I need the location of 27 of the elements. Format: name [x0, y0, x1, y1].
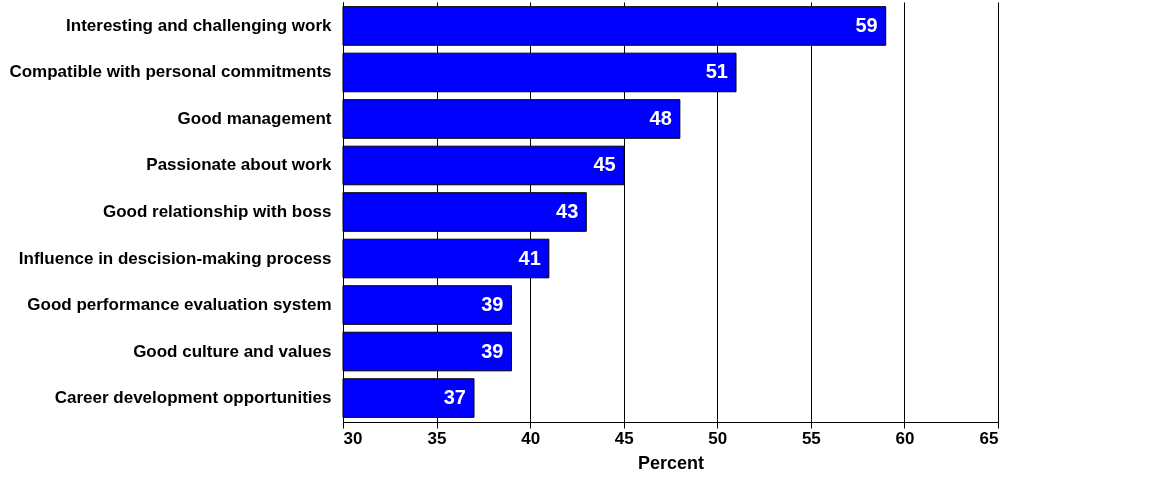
data-label: 41 [518, 246, 541, 269]
y-tick-label: Compatible with personal commitments [9, 62, 332, 82]
y-tick-label: Good performance evaluation system [27, 295, 332, 315]
y-tick-label: Passionate about work [146, 155, 333, 175]
y-tick-label: Good culture and values [133, 341, 332, 361]
x-tick-label: 50 [708, 428, 728, 448]
y-tick-label: Influence in descision-making process [18, 248, 332, 268]
x-tick-label: 55 [801, 428, 821, 448]
data-label: 39 [481, 293, 504, 316]
y-tick-label: Good management [177, 108, 332, 128]
data-label: 43 [556, 200, 579, 222]
y-tick-label: Career development opportunities [54, 388, 332, 408]
y-tick-label: Good relationship with boss [102, 202, 332, 221]
data-label: 37 [443, 386, 466, 409]
data-label: 45 [593, 153, 616, 176]
data-label: 59 [855, 13, 878, 36]
data-label: 48 [649, 106, 672, 129]
x-tick-label: 30 [343, 428, 363, 448]
data-label: 51 [705, 60, 728, 83]
y-tick-label: Interesting and challenging work [66, 15, 333, 35]
x-tick-label: 35 [427, 428, 447, 448]
x-axis-title: Percent [637, 452, 705, 473]
x-tick-label: 40 [521, 428, 541, 448]
x-tick-label: 60 [895, 428, 915, 448]
x-tick-label: 65 [979, 428, 999, 448]
x-tick-label: 45 [614, 428, 634, 448]
data-label: 39 [481, 339, 504, 362]
